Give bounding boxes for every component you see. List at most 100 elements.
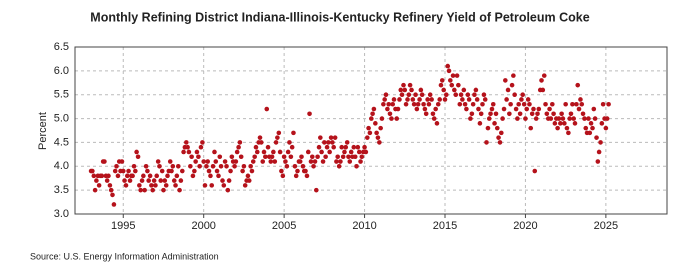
point xyxy=(371,106,377,112)
point xyxy=(413,92,418,98)
point xyxy=(99,173,105,179)
point xyxy=(570,101,575,107)
point xyxy=(426,101,432,107)
point xyxy=(382,97,387,102)
point xyxy=(515,116,520,121)
point xyxy=(327,149,332,155)
point xyxy=(374,130,379,136)
point xyxy=(323,154,328,160)
point xyxy=(339,144,345,150)
point xyxy=(312,159,318,164)
point xyxy=(547,106,552,112)
point xyxy=(591,106,597,112)
point xyxy=(304,173,310,179)
point xyxy=(595,159,601,164)
point xyxy=(531,106,536,112)
point xyxy=(576,106,582,112)
point xyxy=(572,121,578,126)
point xyxy=(142,187,147,193)
point xyxy=(449,82,455,88)
point xyxy=(276,130,282,136)
point xyxy=(548,116,554,121)
y-tick-label: 3.5 xyxy=(54,184,69,196)
point xyxy=(414,106,420,112)
point xyxy=(496,135,501,140)
point xyxy=(503,78,508,83)
point xyxy=(249,168,255,174)
point xyxy=(466,97,472,102)
point xyxy=(582,116,587,121)
point xyxy=(180,168,185,174)
point xyxy=(280,173,286,179)
point xyxy=(568,111,574,117)
point xyxy=(202,183,208,188)
point xyxy=(505,87,511,93)
point xyxy=(178,178,184,183)
point xyxy=(579,101,585,107)
point xyxy=(225,187,231,193)
point xyxy=(387,111,393,117)
point xyxy=(460,97,465,102)
point xyxy=(490,101,496,107)
point xyxy=(242,183,248,188)
point xyxy=(399,92,405,98)
point xyxy=(381,101,386,107)
point xyxy=(385,106,390,112)
point xyxy=(352,154,358,160)
point xyxy=(212,149,217,155)
y-tick-label: 4.5 xyxy=(54,136,69,148)
point xyxy=(119,159,125,164)
point xyxy=(319,149,324,155)
point xyxy=(566,130,571,136)
point xyxy=(90,168,95,174)
point xyxy=(594,135,599,140)
point xyxy=(521,101,527,107)
point xyxy=(254,149,260,155)
point xyxy=(157,163,162,169)
point xyxy=(493,111,499,117)
source: Source: U.S. Energy Information Administ… xyxy=(30,251,219,261)
point xyxy=(486,116,492,121)
point xyxy=(145,168,150,174)
point xyxy=(260,159,266,164)
point xyxy=(592,116,598,121)
point xyxy=(288,154,294,160)
point xyxy=(575,82,581,88)
point xyxy=(452,87,457,93)
point xyxy=(186,149,192,155)
point xyxy=(571,116,576,121)
point xyxy=(379,116,385,121)
point xyxy=(131,163,137,169)
point xyxy=(246,178,252,183)
point xyxy=(240,168,245,174)
point xyxy=(141,173,146,179)
point xyxy=(355,144,361,150)
point xyxy=(146,178,151,183)
point xyxy=(389,116,394,121)
point xyxy=(127,178,133,183)
point xyxy=(446,68,452,74)
point xyxy=(120,168,126,174)
point xyxy=(468,116,473,121)
point xyxy=(149,183,154,188)
point xyxy=(423,111,429,117)
y-tick-label: 6.5 xyxy=(54,41,69,53)
point xyxy=(431,116,437,121)
point xyxy=(171,178,177,183)
point xyxy=(229,154,235,160)
point xyxy=(102,159,107,164)
point xyxy=(336,163,342,169)
point xyxy=(222,159,228,164)
point xyxy=(529,111,535,117)
point xyxy=(356,149,362,155)
point xyxy=(555,125,560,131)
point xyxy=(123,183,129,188)
point xyxy=(139,178,145,183)
point xyxy=(238,154,244,160)
point xyxy=(456,82,461,88)
point xyxy=(175,163,181,169)
point xyxy=(373,121,378,126)
point xyxy=(190,173,196,179)
